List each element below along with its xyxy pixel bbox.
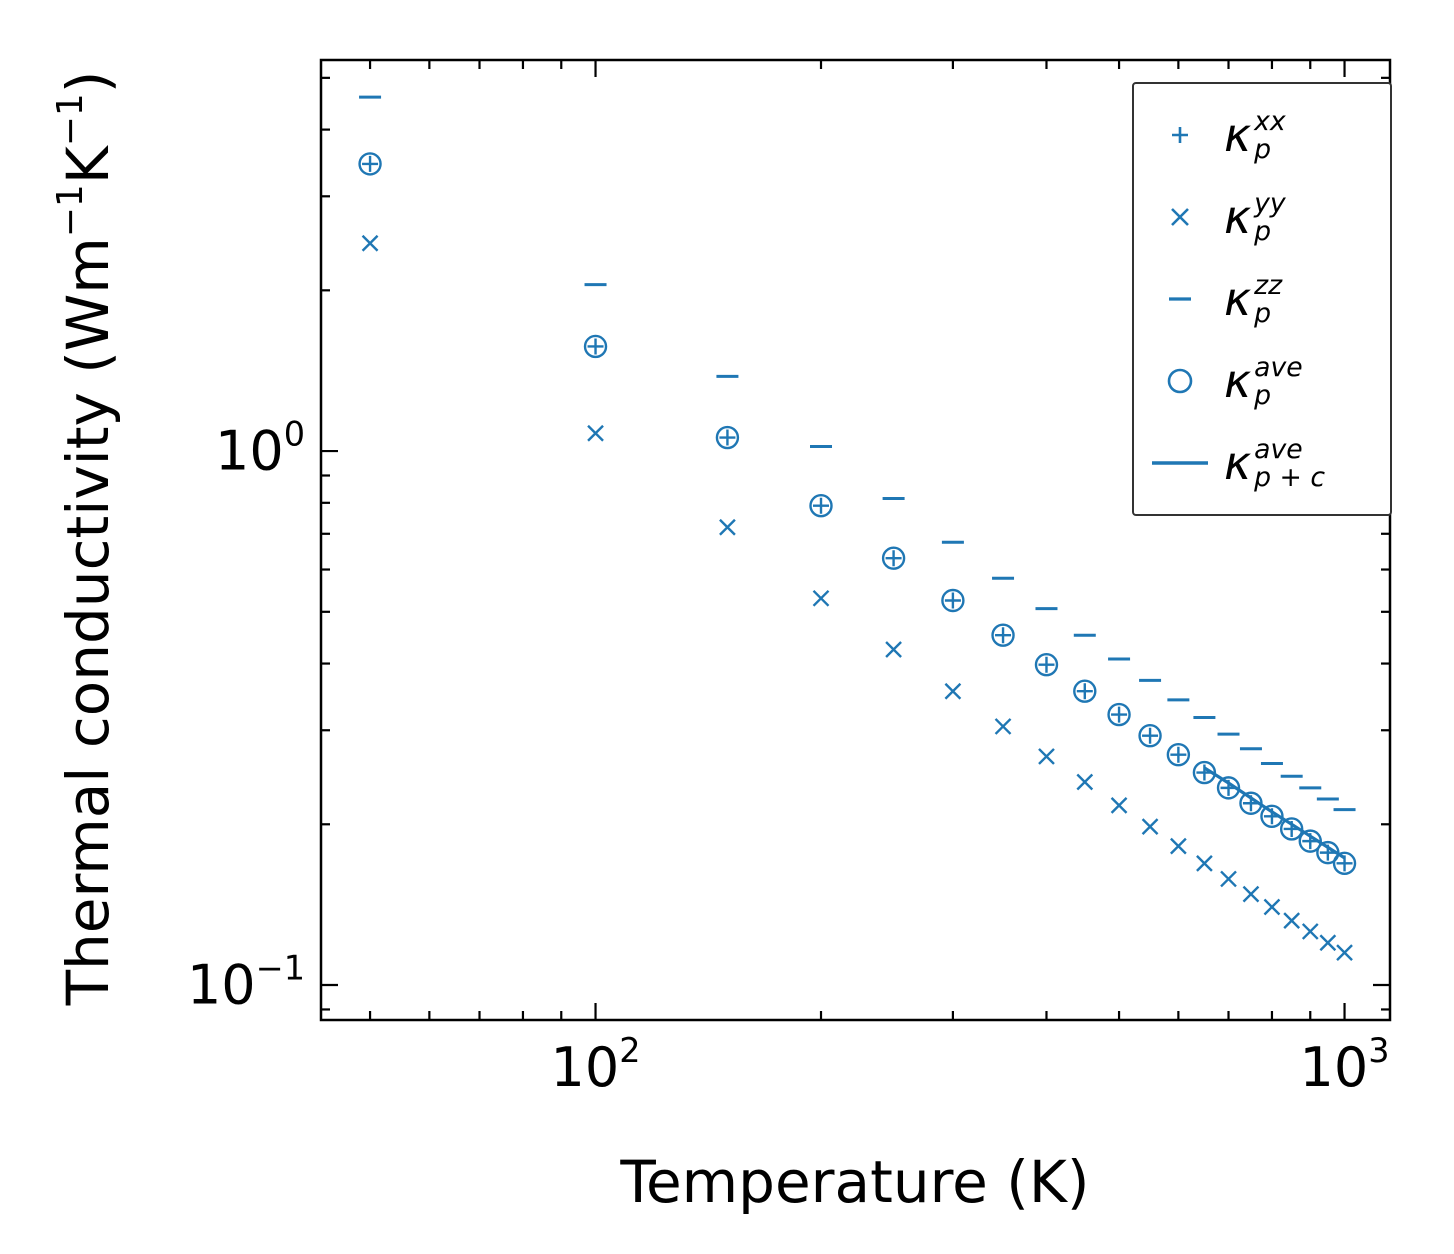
y-axis-label: Thermal conductivity (Wm−1K−1)	[50, 70, 122, 1006]
legend-marker-hline-icon	[1169, 297, 1191, 301]
series-kappa-p-yy	[361, 234, 1353, 961]
legend-item-kappa-p-yy: κ yy p	[1150, 187, 1382, 247]
legend-label: κ yy p	[1224, 187, 1286, 247]
legend-item-kappa-p-xx: κ xx p	[1150, 105, 1382, 165]
legend-item-kappa-p-zz: κ zz p	[1150, 269, 1382, 329]
legend: κ xx p κ yy p κ zz p κ ave p κ ave p + c	[1132, 82, 1392, 516]
legend-label: κ ave p	[1224, 351, 1303, 411]
legend-label: κ xx p	[1224, 105, 1286, 165]
x-tick-label: 102	[550, 1030, 641, 1099]
legend-marker-circle-icon	[1167, 368, 1193, 394]
legend-label: κ zz p	[1224, 269, 1283, 329]
legend-item-kappa-p-ave: κ ave p	[1150, 351, 1382, 411]
legend-symbol: κ	[1224, 436, 1252, 490]
series-kappa-p-xx	[362, 155, 1353, 872]
legend-label: κ ave p + c	[1224, 433, 1326, 493]
legend-marker-x-icon	[1171, 208, 1189, 226]
x-axis-label: Temperature (K)	[620, 1148, 1090, 1216]
legend-symbol: κ	[1224, 108, 1252, 162]
y-tick-label: 10−1	[186, 948, 305, 1017]
series-kappa-p-zz	[359, 95, 1356, 812]
series-kappa-p-ave	[358, 152, 1357, 876]
y-tick-label: 100	[214, 414, 305, 483]
legend-symbol: κ	[1224, 190, 1252, 244]
axes-frame	[319, 58, 1392, 1022]
legend-symbol: κ	[1224, 272, 1252, 326]
legend-item-kappa-p-plus-c-ave: κ ave p + c	[1150, 433, 1382, 493]
legend-symbol: κ	[1224, 354, 1252, 408]
legend-marker-plus-icon	[1172, 127, 1188, 143]
x-tick-label: 103	[1299, 1030, 1390, 1099]
axis-ticks	[321, 60, 1390, 1020]
legend-marker-line-icon	[1152, 461, 1208, 465]
